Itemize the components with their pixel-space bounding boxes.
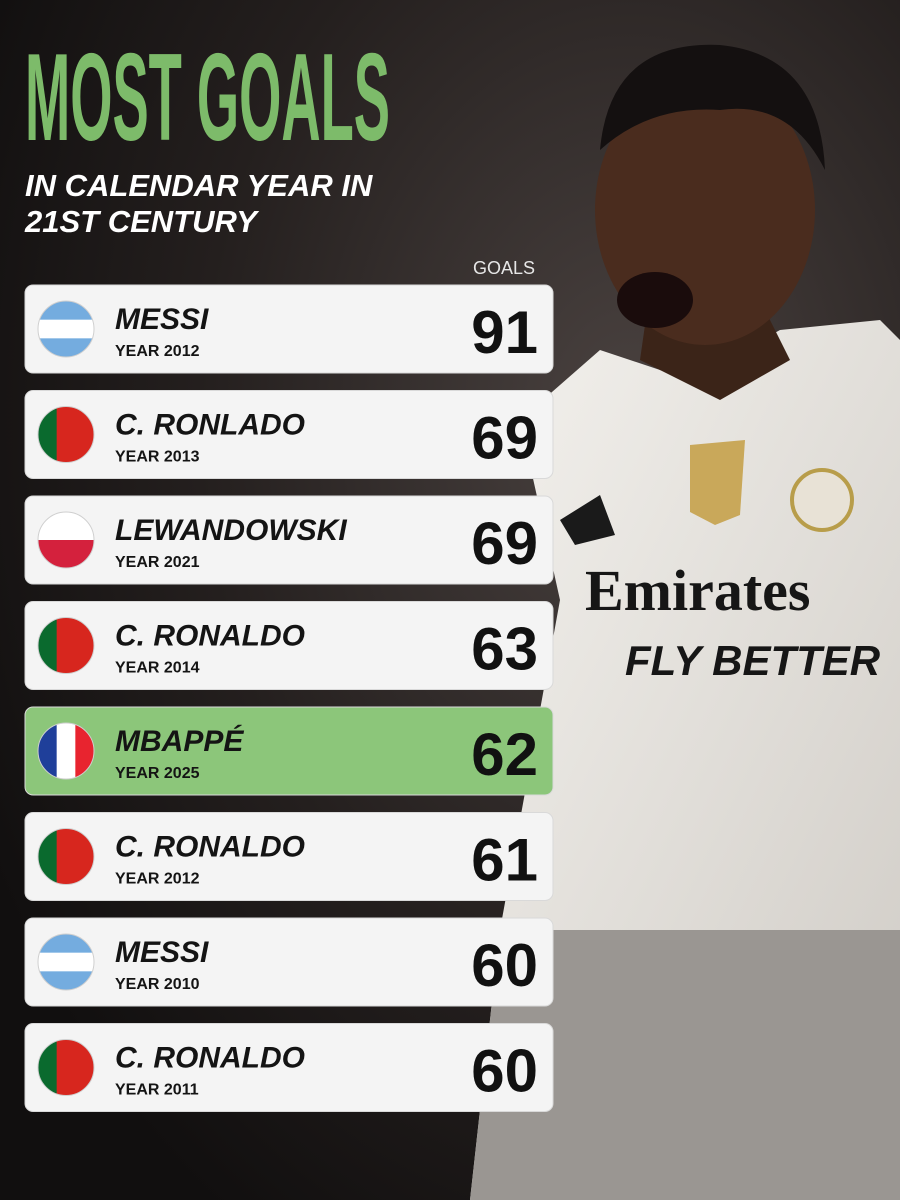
flag-stripe xyxy=(75,406,94,463)
player-name: C. RONLADO xyxy=(115,409,305,442)
flag-ring xyxy=(37,617,95,674)
crest xyxy=(790,468,854,532)
shorts xyxy=(470,930,900,1200)
flag-stripe xyxy=(56,617,76,674)
goals: 61 xyxy=(471,827,538,894)
player-name: MESSI xyxy=(115,936,209,969)
flag-stripe xyxy=(38,723,58,779)
flag-ring xyxy=(37,722,95,780)
year: YEAR 2014 xyxy=(115,660,200,677)
row: MESSI YEAR 2010 60 xyxy=(24,917,554,1007)
flag xyxy=(38,723,94,779)
row: MBAPPÉ YEAR 2025 62 xyxy=(24,706,554,796)
flag-stripe xyxy=(56,406,76,463)
player-name: MBAPPÉ xyxy=(115,724,244,758)
goals: 60 xyxy=(471,1038,538,1105)
mouth xyxy=(617,272,693,328)
flag-stripe xyxy=(56,723,76,779)
player-name: C. RONALDO xyxy=(115,831,305,864)
brand-logo xyxy=(560,495,615,545)
goals: 91 xyxy=(471,299,538,366)
player-name: MESSI xyxy=(115,303,209,336)
row-card xyxy=(24,917,554,1007)
row-card xyxy=(24,284,554,374)
goals: 63 xyxy=(471,616,538,683)
flag-stripe xyxy=(38,828,58,885)
flag-stripe xyxy=(56,1039,76,1096)
player-photo: Emirates FLY BETTER xyxy=(470,44,900,1200)
row-card xyxy=(24,812,554,901)
flag-stripe xyxy=(38,406,58,463)
flag xyxy=(38,512,94,568)
flag-ring xyxy=(37,933,95,991)
flag xyxy=(38,828,94,885)
subtitle-line: 21ST CENTURY xyxy=(24,204,260,239)
column-label: GOALS xyxy=(473,258,535,278)
year: YEAR 2012 xyxy=(115,343,200,360)
row: LEWANDOWSKI YEAR 2021 69 xyxy=(24,495,554,585)
flag-stripe xyxy=(75,723,94,779)
goals: 60 xyxy=(471,932,538,999)
row-card xyxy=(24,1023,554,1112)
year: YEAR 2013 xyxy=(115,449,200,466)
row: C. RONALDO YEAR 2011 60 xyxy=(24,1023,554,1112)
flag-stripe xyxy=(75,828,94,885)
flag-stripe xyxy=(38,934,94,954)
row-card xyxy=(24,601,554,690)
year: YEAR 2010 xyxy=(115,976,200,993)
row-card xyxy=(24,390,554,479)
slogan-text: FLY BETTER xyxy=(625,637,881,684)
row-card xyxy=(24,495,554,585)
title: MOST GOALS xyxy=(25,29,390,167)
badge xyxy=(690,440,745,525)
sponsor-text: Emirates xyxy=(585,558,811,623)
year: YEAR 2011 xyxy=(115,1082,199,1099)
flag-ring xyxy=(37,300,95,358)
flag xyxy=(38,301,94,357)
flag-ring xyxy=(37,511,95,569)
flag-ring xyxy=(37,1039,95,1096)
flag-ring xyxy=(37,828,95,885)
flag-stripe xyxy=(75,617,94,674)
flag-stripe xyxy=(75,1039,94,1096)
row: C. RONLADO YEAR 2013 69 xyxy=(24,390,554,479)
subtitle-line: IN CALENDAR YEAR IN xyxy=(25,168,373,203)
flag xyxy=(38,1039,94,1096)
hair xyxy=(600,44,825,170)
flag-stripe xyxy=(38,338,94,357)
goals: 69 xyxy=(471,405,538,472)
row-card xyxy=(24,706,554,796)
flag xyxy=(38,406,94,463)
flag-stripe xyxy=(38,301,94,321)
player-name: LEWANDOWSKI xyxy=(115,514,347,547)
flag-ring xyxy=(37,406,95,463)
player-name: C. RONALDO xyxy=(115,620,305,653)
row: C. RONALDO YEAR 2014 63 xyxy=(24,601,554,690)
flag-stripe xyxy=(38,1039,58,1096)
flag xyxy=(38,934,94,990)
year: YEAR 2021 xyxy=(115,554,200,571)
player-name: C. RONALDO xyxy=(115,1042,305,1075)
year: YEAR 2025 xyxy=(115,765,200,782)
flag-stripe xyxy=(56,828,76,885)
row: MESSI YEAR 2012 91 xyxy=(24,284,554,374)
flag-stripe xyxy=(38,971,94,990)
flag-stripe xyxy=(38,617,58,674)
goals: 62 xyxy=(471,721,538,788)
row: C. RONALDO YEAR 2012 61 xyxy=(24,812,554,901)
flag-stripe xyxy=(38,319,94,339)
flag-stripe xyxy=(38,952,94,972)
goals: 69 xyxy=(471,510,538,577)
year: YEAR 2012 xyxy=(115,871,200,888)
flag xyxy=(38,617,94,674)
